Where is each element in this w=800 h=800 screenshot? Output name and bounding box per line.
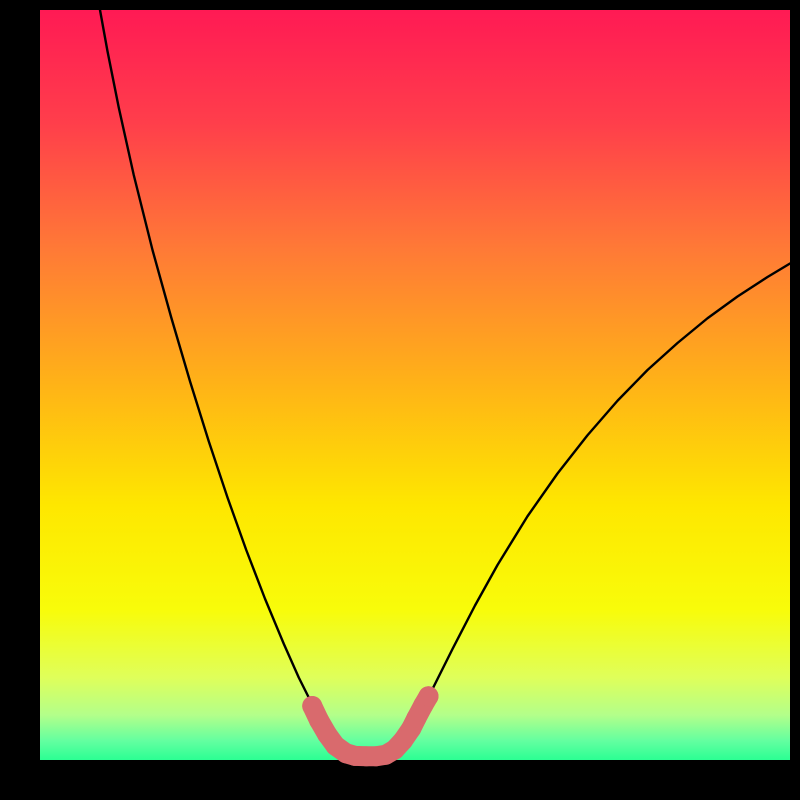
- chart-svg: [0, 0, 800, 800]
- plot-background: [40, 10, 790, 760]
- marker-dot: [419, 686, 439, 706]
